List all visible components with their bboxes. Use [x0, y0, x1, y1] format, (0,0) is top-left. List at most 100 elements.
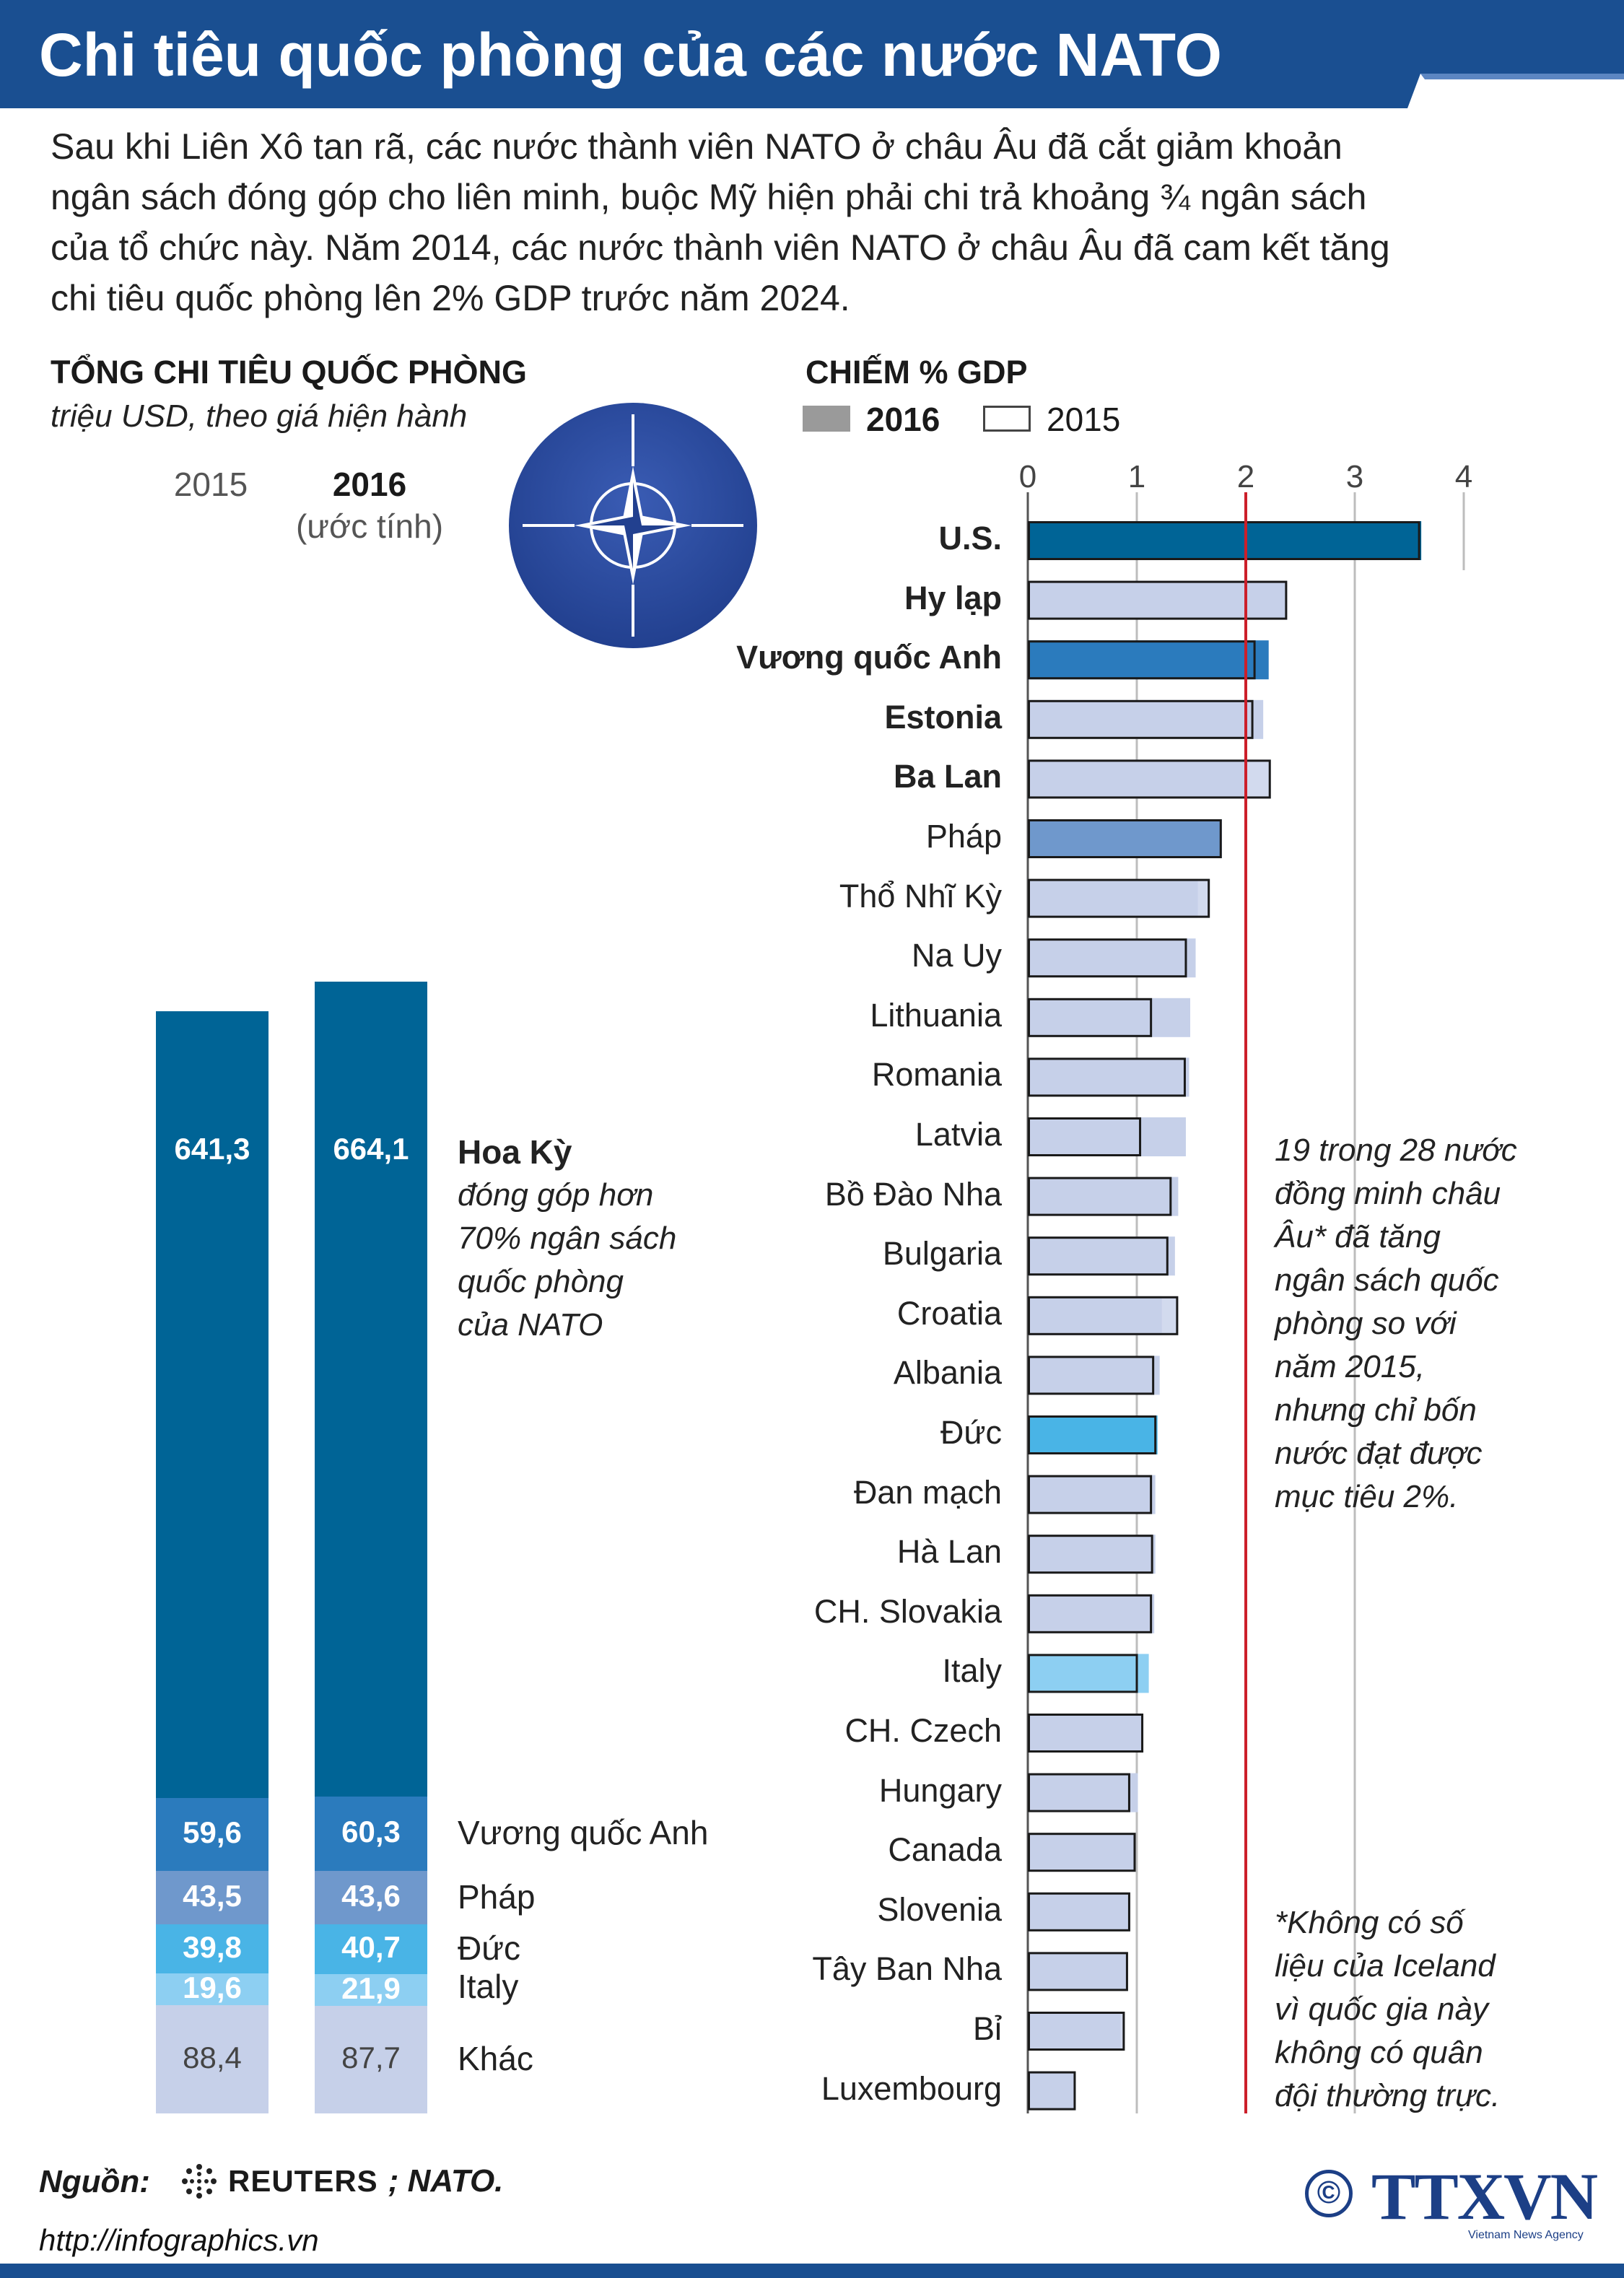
bar-2015-outline	[1028, 521, 1420, 560]
stack-value-label: 59,6	[183, 1815, 242, 1850]
bar-2015-outline	[1028, 699, 1254, 739]
bar-2015-outline	[1028, 998, 1153, 1037]
bar-2015-outline	[1028, 1057, 1186, 1097]
bar-2015-outline	[1028, 580, 1288, 620]
stack-segment-pháp-2015: 43,5	[156, 1871, 269, 1925]
intro-line: Sau khi Liên Xô tan rã, các nước thành v…	[51, 126, 1343, 167]
intro-line: ngân sách đóng góp cho liên minh, buộc M…	[51, 177, 1367, 217]
country-label: CH. Slovakia	[813, 1592, 1002, 1630]
site-url-link[interactable]: http://infographics.vn	[39, 2223, 319, 2257]
bar-2016	[1028, 1057, 1189, 1097]
gdp-note-line: năm 2015,	[1275, 1349, 1425, 1384]
bar-2016	[1028, 1833, 1136, 1872]
stack-value-label: 19,6	[183, 1970, 242, 2004]
bar-2016	[1028, 759, 1246, 799]
footnote-line: không có quân	[1275, 2035, 1483, 2070]
bar-2016	[1028, 878, 1198, 918]
footnote-line: vì quốc gia này	[1275, 1991, 1488, 2027]
country-label: Na Uy	[911, 937, 1002, 974]
country-label: Ba Lan	[893, 758, 1002, 795]
bar-2016	[1028, 2071, 1076, 2111]
country-label: Romania	[871, 1056, 1002, 1094]
bar-2016	[1028, 938, 1196, 978]
bar-2015-outline	[1028, 938, 1187, 978]
stack-value-label: 43,5	[183, 1879, 242, 1913]
stack-segment-italy-2016: 21,9	[315, 1971, 427, 2006]
bottom-band	[0, 2264, 1624, 2278]
right-chart-title: CHIẾM % GDP	[806, 354, 1028, 390]
gdp-note-line: nước đạt được	[1275, 1436, 1483, 1471]
x-tick-label: 0	[1018, 459, 1037, 494]
country-label: Đan mạch	[853, 1473, 1002, 1511]
country-label: Hungary	[878, 1771, 1002, 1809]
country-label: Lithuania	[870, 996, 1002, 1034]
us-note-line: của NATO	[458, 1307, 603, 1343]
bar-2015-outline	[1028, 1475, 1153, 1514]
stack-value-label: 88,4	[183, 2040, 242, 2074]
country-label: U.S.	[938, 520, 1002, 557]
country-label: Estonia	[884, 698, 1002, 736]
bar-2016	[1028, 1714, 1142, 1753]
country-label: Vương quốc Anh	[736, 639, 1002, 676]
left-chart-subtitle: triệu USD, theo giá hiện hành	[51, 398, 468, 434]
ttxvn-logo: TTXVN	[1371, 2160, 1598, 2233]
bar-2015-outline	[1028, 1952, 1128, 1991]
country-label: Croatia	[896, 1294, 1002, 1332]
country-label: Latvia	[914, 1116, 1002, 1153]
intro-line: của tổ chức này. Năm 2014, các nước thàn…	[51, 227, 1390, 268]
country-label: Hà Lan	[896, 1533, 1002, 1571]
bar-2016	[1028, 1594, 1155, 1633]
bar-2015-outline	[1028, 2071, 1076, 2111]
stack-series-label: Đức	[458, 1929, 521, 1968]
country-label: Thổ Nhĩ Kỳ	[839, 877, 1002, 915]
bar-2016	[1028, 699, 1264, 739]
footnote-line: liệu của Iceland	[1275, 1948, 1496, 1984]
stack-series-label: Vương quốc Anh	[458, 1814, 709, 1852]
bar-2016	[1028, 2012, 1121, 2051]
footnote-line: *Không có số	[1275, 1905, 1464, 1940]
source-reuters: REUTERS ; NATO.	[180, 2163, 503, 2200]
reuters-logo-icon	[182, 2164, 217, 2199]
bar-2016	[1028, 1296, 1162, 1335]
gdp-note-line: ngân sách quốc	[1275, 1262, 1499, 1298]
intro-line: chi tiêu quốc phòng lên 2% GDP trước năm…	[51, 278, 850, 318]
stack-series-label: Pháp	[458, 1877, 536, 1916]
bar-2016	[1028, 1415, 1158, 1454]
nato-compass-star-icon	[523, 414, 743, 637]
iceland-footnote: *Không có số liệu của Iceland vì quốc gi…	[1275, 1901, 1500, 2118]
bar-2015-outline	[1028, 819, 1222, 858]
bar-2016	[1028, 1773, 1138, 1812]
year-2016-note: (ước tính)	[295, 507, 444, 545]
stack-segment-khác-2016: 87,7	[315, 2005, 427, 2113]
legend-2015-swatch	[983, 406, 1031, 432]
bar-2015-outline	[1028, 1654, 1138, 1693]
country-label: Bulgaria	[882, 1235, 1002, 1273]
gdp-note: 19 trong 28 nước đồng minh châu Âu* đã t…	[1275, 1129, 1517, 1519]
bar-2016	[1028, 1236, 1175, 1276]
country-label: CH. Czech	[844, 1712, 1002, 1749]
country-label: Bỉ	[972, 2010, 1002, 2047]
stack-segment-vương-quốc-anh-2015: 59,6	[156, 1797, 269, 1872]
bar-2015-outline	[1028, 1773, 1130, 1812]
bar-2016	[1028, 1952, 1127, 1991]
bar-2016	[1028, 1535, 1156, 1574]
x-tick-label: 3	[1345, 459, 1364, 494]
stack-series-label: Italy	[458, 1967, 519, 2005]
source-rest: ; NATO.	[388, 2163, 504, 2199]
bar-2015-outline	[1028, 1236, 1169, 1276]
stack-series-label: Khác	[458, 2040, 533, 2078]
bar-2015-outline	[1028, 1177, 1172, 1216]
bar-2015-outline	[1028, 1714, 1144, 1753]
bar-2015-outline	[1028, 1356, 1155, 1395]
stack-value-label: 39,8	[183, 1929, 242, 1964]
year-2015-label: 2015	[173, 466, 248, 503]
bar-2015-outline	[1028, 878, 1210, 918]
bar-2016	[1028, 1475, 1156, 1514]
x-tick-label: 2	[1236, 459, 1255, 494]
bar-2015-outline	[1028, 1117, 1142, 1156]
stack-segment-pháp-2016: 43,6	[315, 1870, 427, 1924]
stack-value-label: 60,3	[341, 1815, 401, 1849]
bar-2016	[1028, 819, 1222, 858]
source-label: Nguồn:	[39, 2164, 150, 2199]
